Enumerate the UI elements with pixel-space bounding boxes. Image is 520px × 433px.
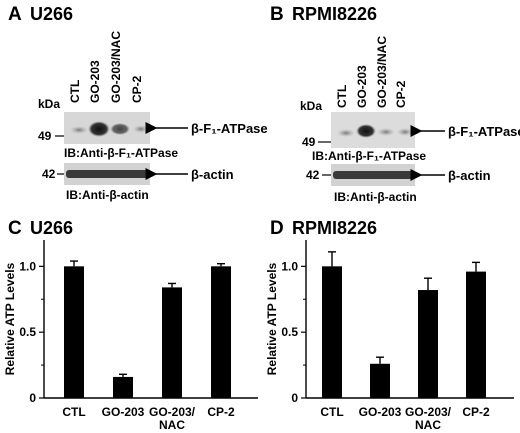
panel-b-lane-label: GO-203 bbox=[355, 65, 369, 108]
panel-a-ib-lower: IB:Anti-β-actin bbox=[66, 188, 149, 202]
panel-a-band-lower: β-actin bbox=[191, 167, 234, 182]
panel-a-band-upper: β-F₁-ATPase bbox=[191, 121, 268, 136]
panel-b-lane-label: CTL bbox=[335, 85, 349, 108]
panel-a-ib-upper: IB:Anti-β-F₁-ATPase bbox=[64, 146, 178, 160]
bar bbox=[322, 266, 342, 398]
y-axis-label: Relative ATP Levels bbox=[265, 262, 279, 375]
bar bbox=[466, 271, 486, 398]
bar bbox=[211, 266, 231, 398]
bar bbox=[418, 290, 438, 398]
x-tick-label: GO-203/ bbox=[149, 405, 196, 419]
y-tick-label: 0 bbox=[291, 391, 298, 405]
y-tick-label: 0.5 bbox=[281, 325, 298, 339]
bar bbox=[162, 287, 182, 398]
panel-d-title: RPMI8226 bbox=[292, 218, 377, 238]
panel-a-kda-label: kDa bbox=[38, 97, 60, 111]
y-tick-label: 1.0 bbox=[281, 259, 298, 273]
panel-a-letter: A bbox=[8, 4, 22, 25]
panel-a-cell-line: U266 bbox=[30, 4, 73, 24]
panel-c-letter: C bbox=[8, 218, 22, 239]
y-tick-label: 1.0 bbox=[19, 259, 36, 273]
x-tick-label: CP-2 bbox=[207, 405, 235, 419]
panel-b-band-lower: β-actin bbox=[448, 168, 491, 183]
x-tick-label: CTL bbox=[320, 405, 343, 419]
x-tick-label: CP-2 bbox=[462, 405, 490, 419]
y-tick-label: 0 bbox=[29, 391, 36, 405]
x-tick-label: GO-203 bbox=[359, 405, 402, 419]
panel-a-blot-lower bbox=[64, 163, 150, 185]
bar bbox=[64, 266, 84, 398]
panel-a-lane-label: CP-2 bbox=[130, 75, 144, 103]
x-tick-label: CTL bbox=[62, 405, 85, 419]
panel-b-cell-line: RPMI8226 bbox=[292, 4, 377, 24]
panel-d-letter: D bbox=[270, 218, 284, 239]
panel-b-marker-42: 42 bbox=[306, 168, 320, 182]
panel-b-lane-label: CP-2 bbox=[394, 80, 408, 108]
panel-a-marker-42: 42 bbox=[42, 167, 56, 181]
panel-b-band-upper: β-F₁-ATPase bbox=[448, 124, 520, 139]
panel-a-lane-label: GO-203 bbox=[88, 60, 102, 103]
panel-b-marker-49: 49 bbox=[302, 135, 316, 149]
x-tick-label: NAC bbox=[415, 418, 441, 432]
panel-b-kda-label: kDa bbox=[300, 99, 322, 113]
x-tick-label: NAC bbox=[159, 418, 185, 432]
panel-b-ib-upper: IB:Anti-β-F₁-ATPase bbox=[312, 149, 426, 163]
panel-a-lane-label: GO-203/NAC bbox=[109, 31, 123, 103]
panel-b-lane-label: GO-203/NAC bbox=[375, 36, 389, 108]
panel-a-blot-upper bbox=[64, 112, 150, 144]
panel-b-letter: B bbox=[270, 4, 284, 25]
panel-b: B RPMI8226 CTL GO-203 GO-203/NAC CP-2 kD… bbox=[270, 4, 520, 204]
panel-a: A U266 CTL GO-203 GO-203/NAC CP-2 kDa 49… bbox=[8, 4, 268, 202]
x-tick-label: GO-203 bbox=[102, 405, 145, 419]
bar bbox=[370, 363, 390, 398]
panel-b-blot-lower bbox=[331, 164, 415, 186]
x-tick-label: GO-203/ bbox=[405, 405, 452, 419]
y-axis-label: Relative ATP Levels bbox=[3, 262, 17, 375]
panel-b-ib-lower: IB:Anti-β-actin bbox=[334, 190, 417, 204]
bar bbox=[113, 376, 133, 398]
panel-c-title: U266 bbox=[30, 218, 73, 238]
panel-a-marker-49: 49 bbox=[38, 129, 52, 143]
panel-a-lane-label: CTL bbox=[68, 80, 82, 103]
panel-b-blot-upper bbox=[331, 112, 415, 148]
y-tick-label: 0.5 bbox=[19, 325, 36, 339]
